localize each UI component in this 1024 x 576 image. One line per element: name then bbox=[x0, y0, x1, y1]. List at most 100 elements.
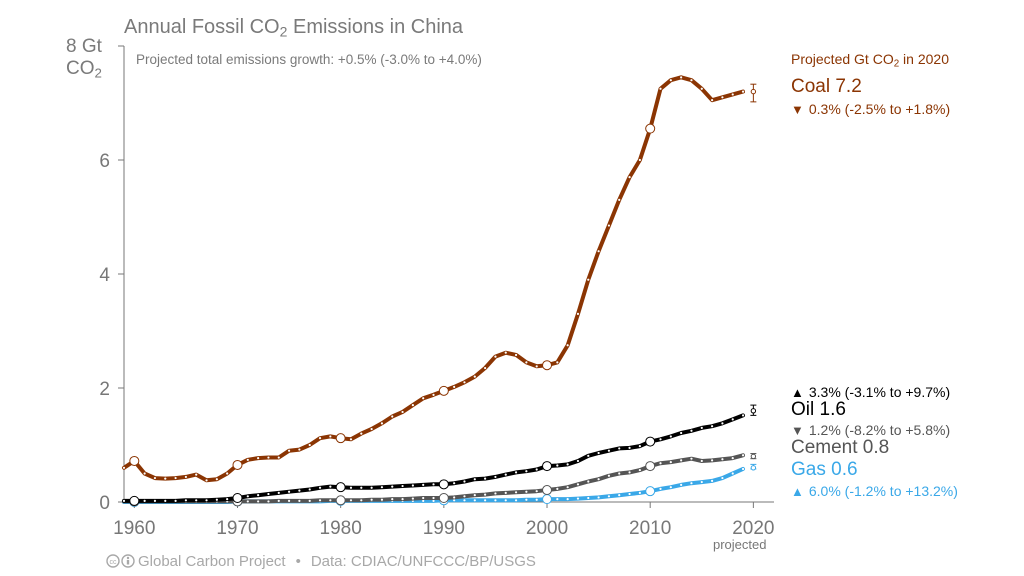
oil-decade-marker bbox=[645, 436, 656, 447]
coal-point bbox=[411, 404, 414, 407]
coal-point bbox=[731, 93, 734, 96]
oil-point bbox=[576, 459, 580, 463]
cement-point bbox=[484, 493, 487, 496]
oil-projection-point bbox=[750, 408, 757, 414]
oil-point bbox=[215, 498, 218, 501]
cement-decade-marker bbox=[645, 461, 656, 472]
coal-point bbox=[566, 344, 569, 347]
coal-growth-label: ▼ 0.3% (-2.5% to +1.8%) bbox=[791, 101, 951, 117]
oil-point bbox=[391, 485, 394, 488]
coal-point bbox=[659, 87, 662, 90]
cement-point bbox=[318, 499, 322, 502]
footer-separator: • bbox=[295, 553, 301, 570]
coal-point bbox=[504, 351, 507, 354]
coal-point bbox=[298, 448, 301, 451]
footer-data-sources: Data: CDIAC/UNFCCC/BP/USGS bbox=[310, 553, 536, 570]
gas-point bbox=[576, 497, 580, 500]
cement-point bbox=[587, 480, 590, 483]
cement-decade-marker bbox=[335, 495, 346, 506]
coal-point bbox=[401, 410, 404, 414]
y-tick-label: 6 bbox=[99, 151, 110, 172]
gas-point bbox=[607, 495, 611, 498]
oil-point bbox=[731, 418, 734, 421]
gas-point bbox=[680, 483, 683, 486]
footer-source: Global Carbon Project bbox=[138, 553, 286, 570]
cement-point bbox=[298, 499, 301, 502]
cement-point bbox=[525, 490, 528, 493]
oil-point bbox=[349, 486, 353, 489]
oil-point bbox=[411, 484, 414, 487]
oil-point bbox=[525, 470, 528, 473]
triangle-down-icon: ▼ bbox=[791, 102, 804, 117]
oil-point bbox=[164, 499, 167, 502]
oil-point bbox=[453, 482, 456, 485]
gas-point bbox=[525, 498, 528, 501]
cement-point bbox=[370, 498, 373, 501]
oil-decade-marker bbox=[129, 495, 140, 506]
oil-point bbox=[174, 499, 177, 502]
coal-point bbox=[453, 385, 456, 388]
oil-point bbox=[690, 429, 693, 432]
y-tick-label: 0 bbox=[99, 493, 110, 514]
coal-point bbox=[484, 366, 487, 370]
oil-point bbox=[195, 499, 198, 502]
coal-point bbox=[721, 96, 724, 99]
gas-point bbox=[556, 498, 559, 501]
oil-point bbox=[267, 492, 270, 496]
oil-point bbox=[360, 486, 363, 489]
coal-point bbox=[349, 438, 353, 441]
oil-point bbox=[494, 475, 497, 479]
coal-point bbox=[370, 427, 373, 431]
coal-point bbox=[463, 381, 466, 384]
gas-point bbox=[473, 499, 476, 502]
cement-point bbox=[618, 472, 621, 475]
gas-point bbox=[690, 482, 693, 485]
cement-projection-point bbox=[750, 453, 757, 460]
cement-point bbox=[731, 457, 734, 460]
cement-growth-label: ▼ 1.2% (-8.2% to +5.8%) bbox=[791, 422, 951, 438]
oil-point bbox=[473, 478, 476, 481]
gas-point bbox=[638, 491, 641, 494]
gas-point bbox=[504, 499, 507, 502]
coal-point bbox=[473, 375, 476, 378]
x-tick-label: 1990 bbox=[423, 518, 465, 539]
oil-projection-label: Oil 1.6 bbox=[791, 399, 846, 420]
oil-point bbox=[597, 451, 600, 455]
x-tick-label: 1980 bbox=[320, 518, 362, 539]
oil-point bbox=[700, 426, 703, 429]
coal-point bbox=[360, 432, 363, 435]
gas-point bbox=[721, 476, 724, 480]
cement-point bbox=[267, 500, 270, 503]
oil-point bbox=[659, 438, 662, 441]
gas-point bbox=[463, 499, 466, 502]
coal-decade-marker bbox=[542, 360, 553, 371]
coal-point bbox=[710, 99, 714, 102]
oil-point bbox=[298, 489, 301, 492]
oil-point bbox=[308, 488, 311, 491]
gas-growth-label: ▲ 6.0% (-1.2% to +13.2%) bbox=[791, 483, 958, 499]
coal-point bbox=[195, 473, 198, 476]
cement-point bbox=[566, 486, 569, 489]
gas-point bbox=[618, 494, 621, 497]
cement-point bbox=[576, 483, 580, 486]
coal-point bbox=[525, 361, 528, 364]
coal-series-line bbox=[122, 75, 745, 483]
x-tick-label: 1960 bbox=[113, 518, 155, 539]
coal-point bbox=[422, 397, 425, 400]
oil-point bbox=[638, 445, 641, 448]
oil-point bbox=[721, 422, 724, 425]
cement-point bbox=[504, 491, 507, 494]
coal-point bbox=[205, 479, 208, 482]
coal-projection-point bbox=[750, 88, 757, 95]
footer-credit: cc Global Carbon Project • Data: CDIAC/UNF… bbox=[106, 553, 536, 570]
cement-point bbox=[607, 474, 611, 477]
coal-point bbox=[628, 176, 631, 179]
gas-point bbox=[700, 480, 703, 484]
cement-point bbox=[680, 459, 683, 462]
cement-point bbox=[690, 457, 693, 460]
coal-point bbox=[618, 198, 621, 201]
coal-point bbox=[215, 478, 218, 481]
coal-point bbox=[700, 87, 703, 90]
gas-decade-marker bbox=[542, 494, 553, 505]
